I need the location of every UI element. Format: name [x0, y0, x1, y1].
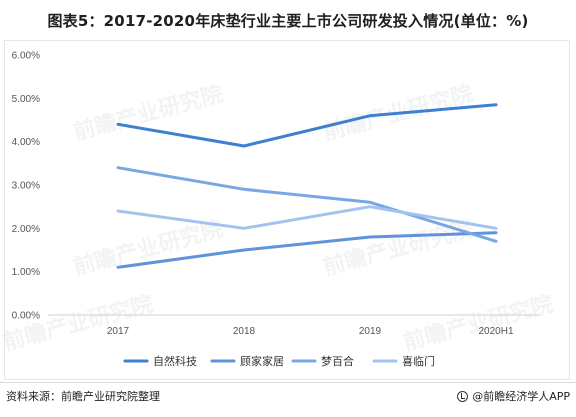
y-tick-label: 1.00% [12, 267, 40, 278]
legend: 自然科技 顾家家居 梦百合 喜临门 [123, 354, 435, 368]
y-axis: 0.00% 1.00% 2.00% 3.00% 4.00% 5.00% 6.00% [12, 51, 40, 322]
footer-divider [0, 382, 576, 383]
series-line-4 [116, 205, 498, 230]
brand-label: @前瞻经济学人APP [457, 388, 570, 404]
source-note: 资料来源：前瞻产业研究院整理 [6, 390, 160, 403]
x-tick-label: 2019 [359, 326, 382, 337]
chart-frame [4, 40, 570, 380]
series-line-3 [116, 166, 498, 243]
y-tick-label: 0.00% [12, 311, 40, 322]
y-tick-label: 4.00% [12, 137, 40, 148]
x-tick-label: 2020H1 [478, 326, 513, 337]
watermark-text: 前瞻产业研究院 [70, 81, 225, 146]
x-tick-label: 2018 [233, 326, 256, 337]
watermark-text: 前瞻产业研究院 [400, 291, 555, 356]
x-tick-label: 2017 [107, 326, 130, 337]
legend-label: 自然科技 [153, 354, 197, 368]
series-line-2 [116, 231, 498, 269]
legend-label: 喜临门 [402, 354, 435, 368]
chart-title: 图表5：2017-2020年床垫行业主要上市公司研发投入情况(单位：%) [47, 12, 529, 30]
y-tick-label: 3.00% [12, 181, 40, 192]
y-tick-label: 6.00% [12, 51, 40, 62]
y-tick-label: 5.00% [12, 94, 40, 105]
legend-label: 梦百合 [321, 354, 354, 368]
series-lines [116, 103, 498, 269]
legend-item: 自然科技 [123, 354, 197, 368]
legend-item: 喜临门 [372, 354, 435, 368]
watermark-text: 前瞻产业研究院 [320, 216, 475, 281]
watermark-text: 前瞻产业研究院 [0, 291, 155, 356]
brand-logo-icon [457, 390, 469, 402]
legend-item: 顾家家居 [210, 354, 284, 368]
y-tick-label: 2.00% [12, 224, 40, 235]
x-axis: 2017 2018 2019 2020H1 [48, 314, 540, 337]
watermark-text: 前瞻产业研究院 [70, 216, 225, 281]
brand-text: @前瞻经济学人APP [472, 390, 570, 403]
series-line-1 [116, 103, 498, 148]
legend-label: 顾家家居 [240, 354, 284, 368]
legend-item: 梦百合 [291, 354, 354, 368]
